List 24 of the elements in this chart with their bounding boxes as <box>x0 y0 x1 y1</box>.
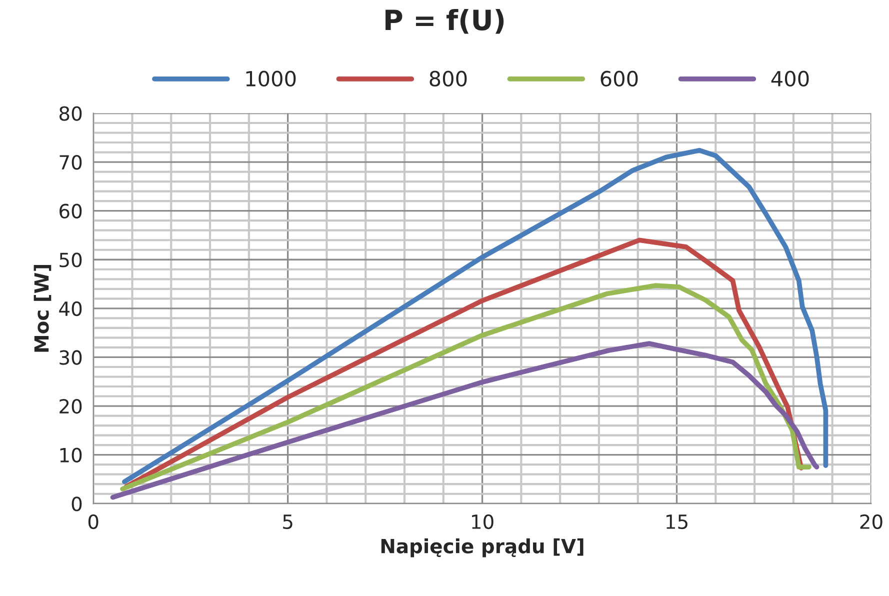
x-tick-label: 20 <box>860 514 882 530</box>
x-tick-label: 5 <box>283 514 292 530</box>
line-series <box>110 341 820 500</box>
y-tick-label: 20 <box>60 398 82 414</box>
x-tick-label: 15 <box>666 514 688 530</box>
y-tick-label: 40 <box>59 301 82 316</box>
y-tick-label: 30 <box>60 350 82 365</box>
y-tick-label: 0 <box>72 496 82 512</box>
line-series <box>120 283 812 492</box>
y-tick-label: 60 <box>60 204 82 218</box>
legend-label: 600 <box>600 70 638 87</box>
y-axis-title: Moc [W] <box>34 264 52 352</box>
legend-label: 1000 <box>246 70 296 87</box>
x-tick-label: 10 <box>472 514 494 530</box>
line-series <box>122 148 828 484</box>
y-tick-label: 10 <box>60 448 82 462</box>
x-axis-title: Napięcie prądu [V] <box>381 538 584 558</box>
y-tick-label: 80 <box>60 106 82 121</box>
legend-label: 800 <box>430 70 467 87</box>
legend-label: 400 <box>771 70 809 87</box>
chart-title: P = f(U) <box>386 8 504 34</box>
y-tick-label: 50 <box>60 252 82 268</box>
x-tick-label: 0 <box>88 514 98 530</box>
y-tick-label: 70 <box>60 154 82 170</box>
